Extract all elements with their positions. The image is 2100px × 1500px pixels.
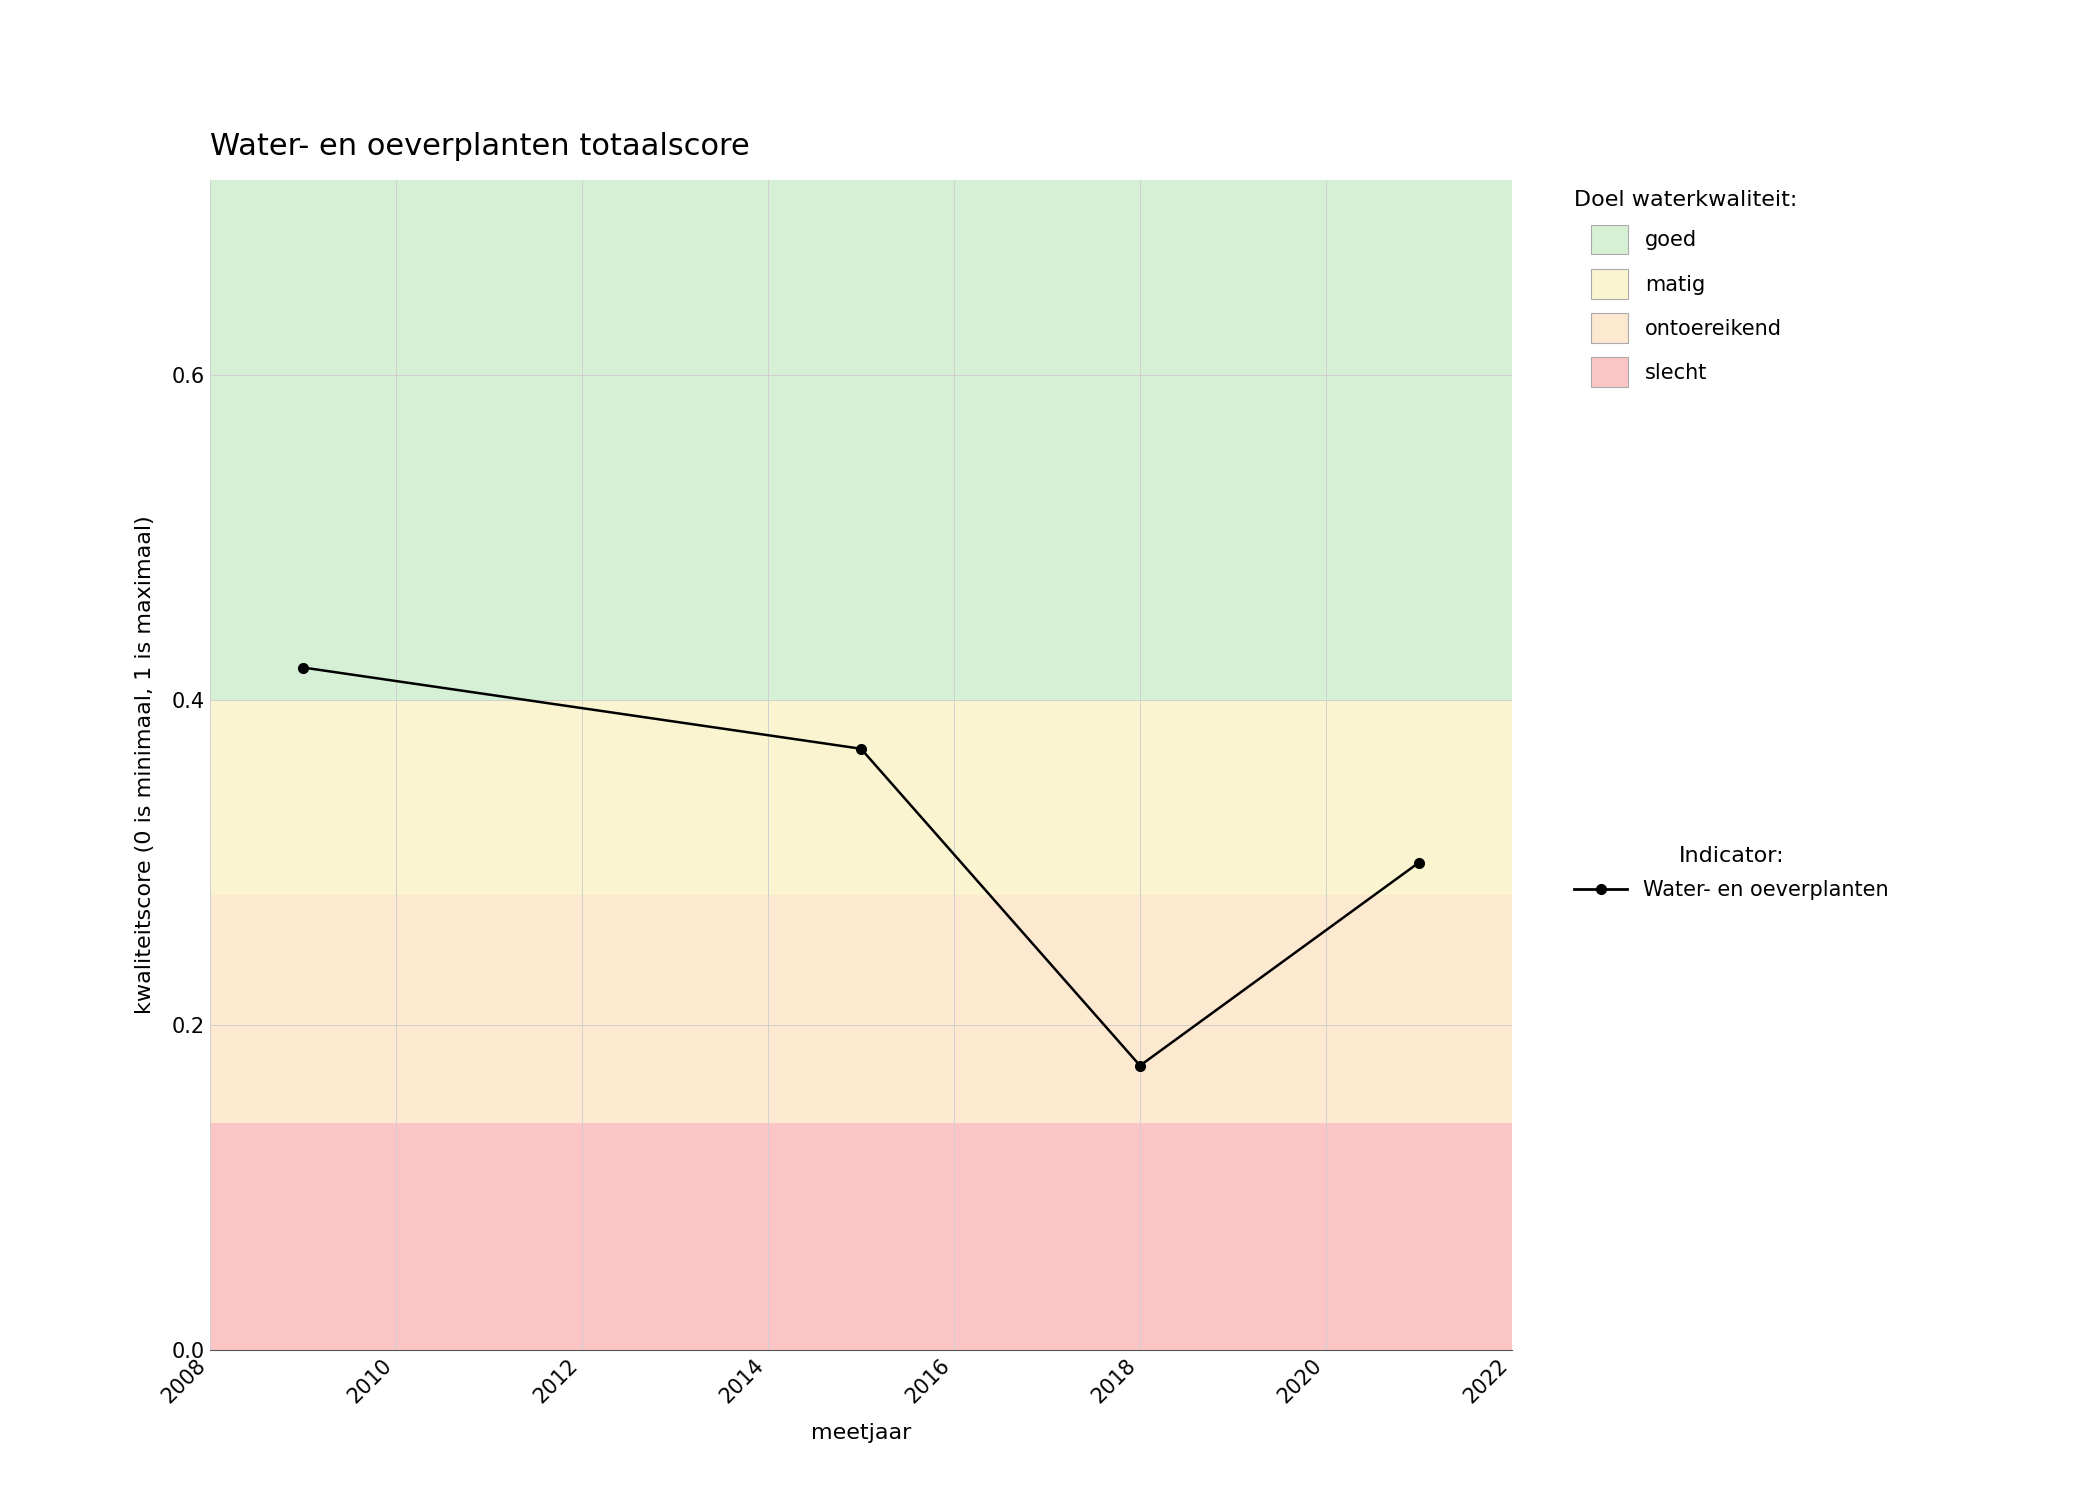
- Y-axis label: kwaliteitscore (0 is minimaal, 1 is maximaal): kwaliteitscore (0 is minimaal, 1 is maxi…: [134, 516, 155, 1014]
- X-axis label: meetjaar: meetjaar: [811, 1424, 911, 1443]
- Legend: Water- en oeverplanten: Water- en oeverplanten: [1575, 846, 1888, 900]
- Text: Water- en oeverplanten totaalscore: Water- en oeverplanten totaalscore: [210, 132, 750, 160]
- Bar: [210, 180, 1512, 700]
- Bar: [210, 896, 1512, 1122]
- Bar: [210, 700, 1512, 895]
- Bar: [210, 1122, 1512, 1350]
